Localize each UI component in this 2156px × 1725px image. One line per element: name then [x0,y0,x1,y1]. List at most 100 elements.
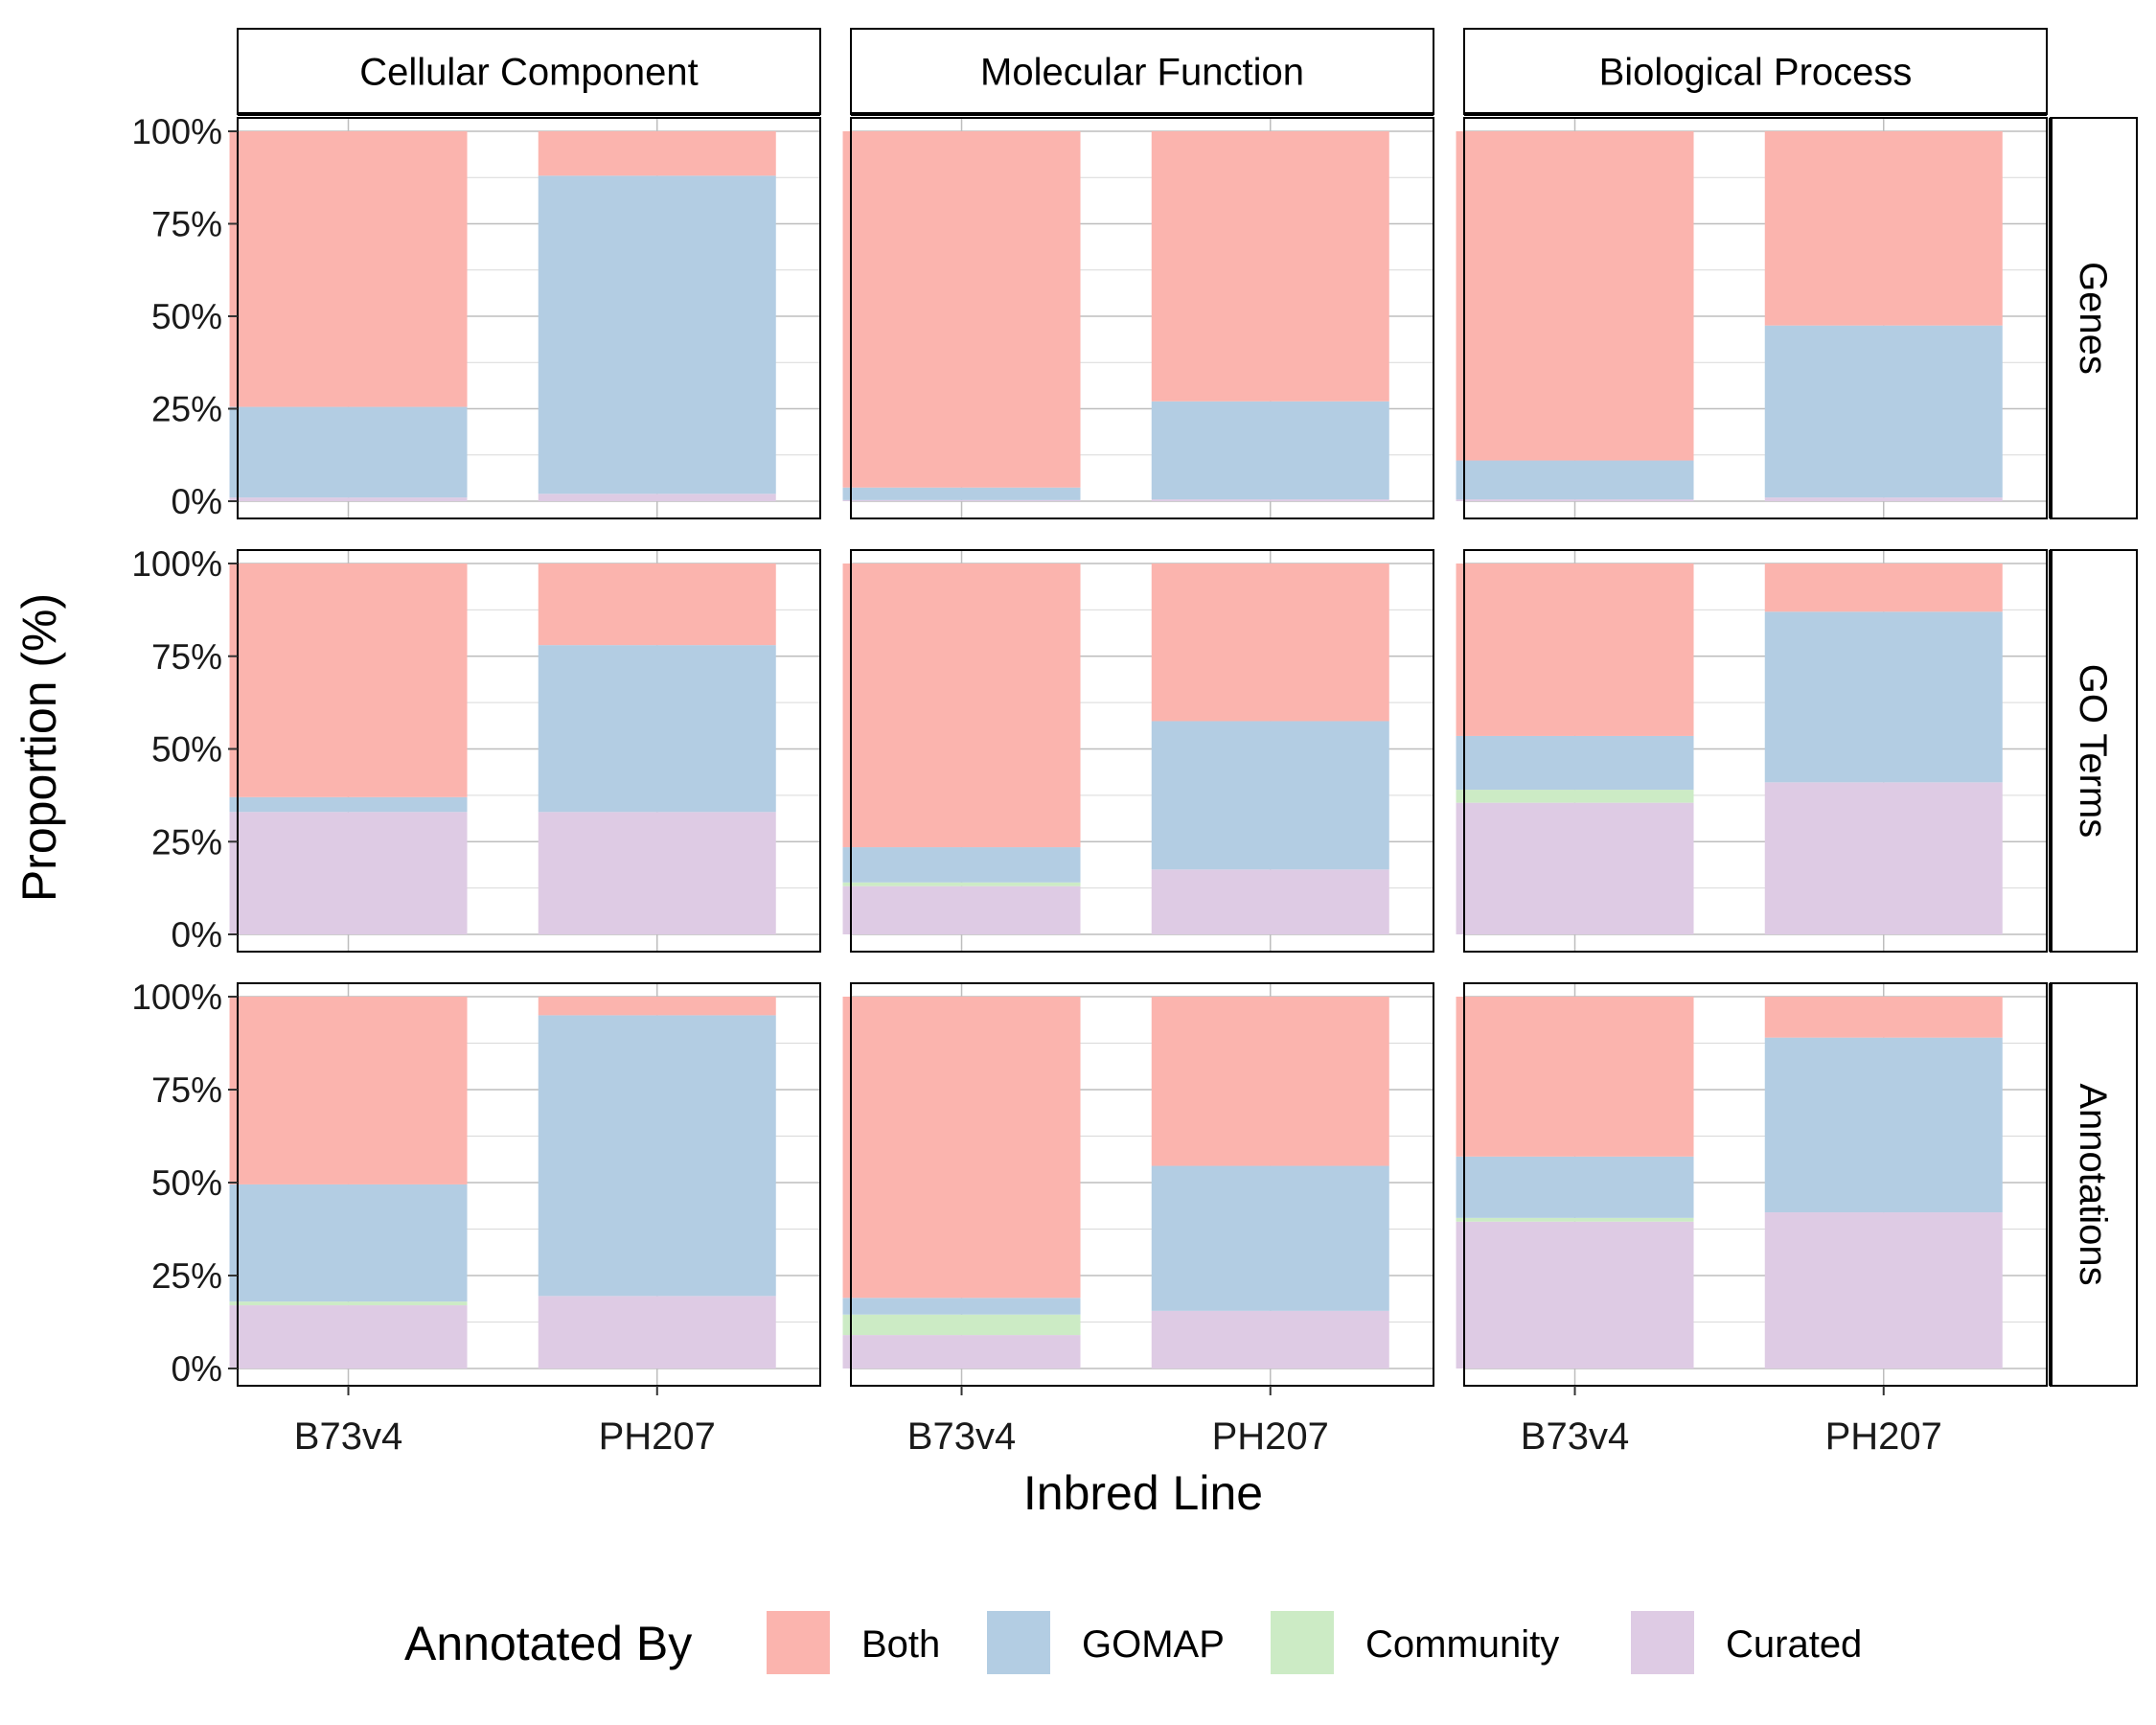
bar-segment-gomap-b73v4 [229,406,468,498]
panel-go-terms-molecular-function [842,549,1434,953]
bar-segment-gomap-ph207 [1151,721,1389,870]
bar-segment-both-b73v4 [842,131,1081,488]
panel-border [237,549,821,953]
bar-segment-gomap-b73v4 [1456,460,1694,500]
legend-label-curated: Curated [1726,1623,1862,1666]
bar-segment-both-ph207 [1151,131,1389,402]
bar-segment-both-b73v4 [1456,564,1694,736]
panel-go-terms-cellular-component: 0% 25% 50% 75% 100% [131,544,821,954]
legend-title: Annotated By [404,1617,692,1670]
x-tick-label: B73v4 [294,1415,402,1458]
panel-annotations-molecular-function: B73v4 PH207 [842,982,1434,1458]
bar-segment-gomap-b73v4 [842,487,1081,500]
bar-segment-curated-ph207 [1151,1310,1389,1368]
facet-strip-label: Annotations [2072,1083,2114,1285]
legend-swatch-curated [1631,1611,1694,1674]
bar-segment-curated-b73v4 [1456,1221,1694,1368]
bar-segment-both-b73v4 [842,997,1081,1299]
panel-border [1463,549,2048,953]
panel-border [237,982,821,1387]
panel-annotations-biological-process: B73v4 PH207 [1456,982,2048,1458]
bar-segment-community-b73v4 [1456,790,1694,803]
facet-strip-cellular-component [237,28,821,115]
y-tick-label: 50% [151,297,222,336]
bar-segment-curated-ph207 [1151,869,1389,934]
bar-segment-curated-ph207 [1764,497,2003,501]
bar-segment-both-ph207 [1764,564,2003,612]
x-tick-label: PH207 [1825,1415,1942,1458]
y-tick-label: 50% [151,1163,222,1203]
y-tick-label: 75% [151,1070,222,1110]
bar-segment-both-b73v4 [229,131,468,407]
bar-segment-both-b73v4 [229,997,468,1184]
facet-strip-label: Genes [2072,262,2114,375]
legend-label-community: Community [1365,1623,1559,1666]
y-tick-label: 75% [151,205,222,244]
panel-border [1463,117,2048,519]
panel-border [850,117,1434,519]
facet-strip-label: Molecular Function [980,52,1304,94]
legend-swatch-both [767,1611,830,1674]
bar-segment-gomap-ph207 [1764,1037,2003,1213]
y-tick-label: 50% [151,730,222,770]
bar-segment-both-ph207 [1764,997,2003,1038]
facet-strip-label: Cellular Component [359,52,699,94]
bar-segment-community-b73v4 [229,1301,468,1306]
bar-segment-gomap-b73v4 [229,796,468,813]
panel-border [850,549,1434,953]
bar-segment-curated-ph207 [1764,1212,2003,1368]
x-tick-label: PH207 [1212,1415,1329,1458]
bar-segment-curated-ph207 [538,1296,776,1368]
legend-label-both: Both [861,1623,940,1666]
bar-segment-curated-b73v4 [229,812,468,934]
bar-segment-curated-b73v4 [1456,802,1694,934]
bar-segment-both-b73v4 [842,564,1081,848]
bar-segment-gomap-ph207 [538,175,776,494]
bar-segment-gomap-b73v4 [229,1184,468,1302]
bar-segment-curated-b73v4 [842,499,1081,501]
y-tick-label: 100% [131,544,222,584]
bar-segment-gomap-b73v4 [1456,1156,1694,1218]
facet-strip-molecular-function [850,28,1434,115]
bar-segment-community-b73v4 [1456,1217,1694,1222]
panel-annotations-cellular-component: 0% 25% 50% 75% 100% B73v4 PH207 [131,978,821,1458]
y-tick-label: 0% [172,915,222,954]
facet-strip-label: GO Terms [2072,664,2114,839]
y-tick-label: 25% [151,1256,222,1296]
y-tick-label: 100% [131,112,222,151]
panel-border [1463,982,2048,1387]
bar-segment-curated-b73v4 [842,886,1081,934]
legend-swatch-gomap [987,1611,1050,1674]
bar-segment-gomap-ph207 [1151,401,1389,500]
bar-segment-curated-ph207 [538,812,776,934]
y-tick-label: 75% [151,637,222,677]
bar-segment-curated-ph207 [538,494,776,501]
bar-segment-gomap-ph207 [1764,611,2003,783]
y-tick-label: 100% [131,978,222,1017]
bar-segment-curated-b73v4 [229,1305,468,1368]
bar-segment-both-ph207 [1151,564,1389,722]
x-axis-title: Inbred Line [1023,1466,1263,1520]
bar-segment-both-ph207 [1151,997,1389,1166]
bar-segment-community-b73v4 [842,882,1081,886]
bar-segment-both-ph207 [538,564,776,646]
facet-strip-label: Biological Process [1599,52,1913,94]
bar-segment-gomap-ph207 [1764,325,2003,498]
bar-segment-both-ph207 [538,997,776,1016]
legend-label-gomap: GOMAP [1082,1623,1225,1666]
bar-segment-gomap-b73v4 [842,847,1081,883]
x-tick-label: B73v4 [907,1415,1016,1458]
y-axis-title: Proportion (%) [12,593,66,902]
bar-segment-curated-b73v4 [842,1335,1081,1368]
bar-segment-curated-ph207 [1764,782,2003,934]
bar-segment-community-b73v4 [842,1314,1081,1336]
x-tick-label: B73v4 [1521,1415,1629,1458]
panel-genes-cellular-component: 0% 25% 50% 75% 100% [131,112,821,521]
panel-border [850,982,1434,1387]
x-tick-label: PH207 [599,1415,716,1458]
y-tick-label: 25% [151,822,222,862]
bar-segment-both-ph207 [538,131,776,176]
facet-strip-biological-process [1463,28,2048,115]
bar-segment-curated-b73v4 [1456,499,1694,501]
